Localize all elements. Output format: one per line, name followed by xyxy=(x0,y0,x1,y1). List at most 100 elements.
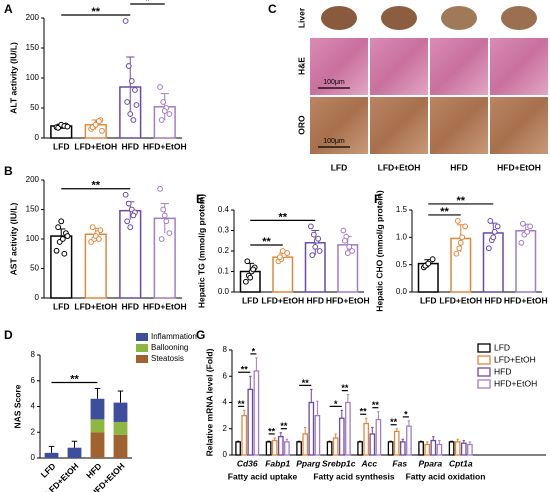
x-tick-label: Fabp1 xyxy=(265,458,290,468)
bar xyxy=(375,418,382,456)
legend-label: Steatosis xyxy=(151,354,184,363)
x-tick-label: HFD xyxy=(485,295,502,305)
liver-photo xyxy=(321,6,357,30)
data-point xyxy=(127,111,134,117)
data-point xyxy=(99,127,105,134)
significance-label: ** xyxy=(456,195,465,207)
liver-photo xyxy=(441,6,477,30)
bar xyxy=(308,401,315,456)
y-tick-label: 2 xyxy=(31,427,36,436)
data-point xyxy=(340,227,347,234)
data-point xyxy=(247,274,254,281)
he-image xyxy=(430,38,488,95)
y-tick-label: 2 xyxy=(223,424,228,433)
bar xyxy=(393,430,400,456)
y-tick-label: 0.4 xyxy=(218,205,230,214)
x-tick-label: LFD xyxy=(420,295,437,305)
data-point xyxy=(494,223,501,230)
x-tick-label: LFD+EtOH xyxy=(74,301,117,311)
bar xyxy=(119,209,142,299)
y-tick-label: 0.0 xyxy=(396,287,408,296)
bar-segment xyxy=(113,402,128,422)
data-point xyxy=(425,260,432,267)
data-point xyxy=(133,102,140,108)
panel-label: G xyxy=(196,328,205,342)
bar xyxy=(338,417,345,456)
data-point xyxy=(429,256,436,263)
significance-label: ** xyxy=(280,421,288,431)
legend-swatch xyxy=(477,367,491,377)
x-tick-label: HFD xyxy=(307,295,324,305)
data-point xyxy=(161,212,168,219)
bar xyxy=(277,435,284,456)
y-tick-label: 150 xyxy=(26,43,40,52)
legend-swatch xyxy=(136,333,148,341)
bar xyxy=(436,443,443,456)
y-axis-label: ALT activity (IU/L) xyxy=(8,42,18,114)
x-tick-label: LFD+EtOH xyxy=(74,141,117,151)
x-tick-label: Cd36 xyxy=(237,458,258,468)
legend-label: Ballooning xyxy=(151,343,188,352)
oro-images xyxy=(310,97,548,154)
y-axis-label: AST activity (IU/L) xyxy=(8,202,18,275)
legend-swatch xyxy=(477,379,491,389)
he-image xyxy=(370,38,428,95)
data-point xyxy=(160,99,167,105)
y-axis-label: Relative mRNA level (Fold) xyxy=(204,348,214,456)
data-point xyxy=(53,247,60,254)
bar xyxy=(399,441,406,456)
bar xyxy=(418,441,424,456)
image-panel: C Liver H&E ORO 100μm 100μm LFD LFD+EtOH… xyxy=(268,2,548,172)
legend-swatch xyxy=(477,355,491,365)
bar xyxy=(284,441,290,456)
data-point xyxy=(518,239,525,246)
bar xyxy=(50,235,73,299)
oro-image xyxy=(490,97,548,154)
column-label: LFD xyxy=(331,162,348,172)
x-tick-label: HFD+EtOH xyxy=(143,141,187,151)
data-point xyxy=(130,117,137,123)
data-point xyxy=(157,84,163,90)
y-tick-label: 0.5 xyxy=(396,260,408,269)
data-point xyxy=(453,250,460,257)
bar xyxy=(271,439,278,456)
significance-label: ** xyxy=(268,426,276,436)
data-point xyxy=(310,231,317,238)
data-point xyxy=(315,235,322,242)
y-tick-label: 1.5 xyxy=(396,205,408,214)
significance-label: ** xyxy=(372,400,380,410)
x-tick-label: HFD+EtOH xyxy=(504,295,548,305)
x-tick-label: HFD+EtOH xyxy=(143,301,187,311)
data-point xyxy=(161,108,168,114)
x-tick-label: Pparg xyxy=(296,458,321,468)
bar xyxy=(460,442,467,456)
significance-label: ** xyxy=(302,378,310,388)
bar xyxy=(363,422,370,456)
x-tick-label: Fas xyxy=(392,458,407,468)
row-label: ORO xyxy=(296,115,306,135)
y-tick-label: 100 xyxy=(26,234,40,243)
y-tick-label: 0 xyxy=(31,453,36,462)
significance-label: ** xyxy=(278,211,287,223)
data-point xyxy=(132,87,138,93)
bar xyxy=(369,433,376,456)
bar-segment xyxy=(90,419,105,433)
liver-photo xyxy=(501,6,537,30)
data-point xyxy=(519,220,526,227)
data-point xyxy=(527,223,534,230)
column-label: HFD+EtOH xyxy=(497,162,541,172)
oro-image xyxy=(430,97,488,154)
bar xyxy=(424,443,431,456)
significance-label: ** xyxy=(70,373,79,385)
panel-label: D xyxy=(4,328,13,342)
y-tick-label: 0.1 xyxy=(218,267,230,276)
data-point xyxy=(157,185,163,192)
x-tick-label: LFD+EtOH xyxy=(439,295,482,305)
data-point xyxy=(160,206,167,213)
legend-label: Inflammation xyxy=(151,332,197,341)
legend-label: LFD xyxy=(494,342,510,352)
data-point xyxy=(166,111,173,117)
x-tick-label: LFD+EtOH xyxy=(261,295,304,305)
x-tick-label: Srebp1c xyxy=(322,458,356,468)
